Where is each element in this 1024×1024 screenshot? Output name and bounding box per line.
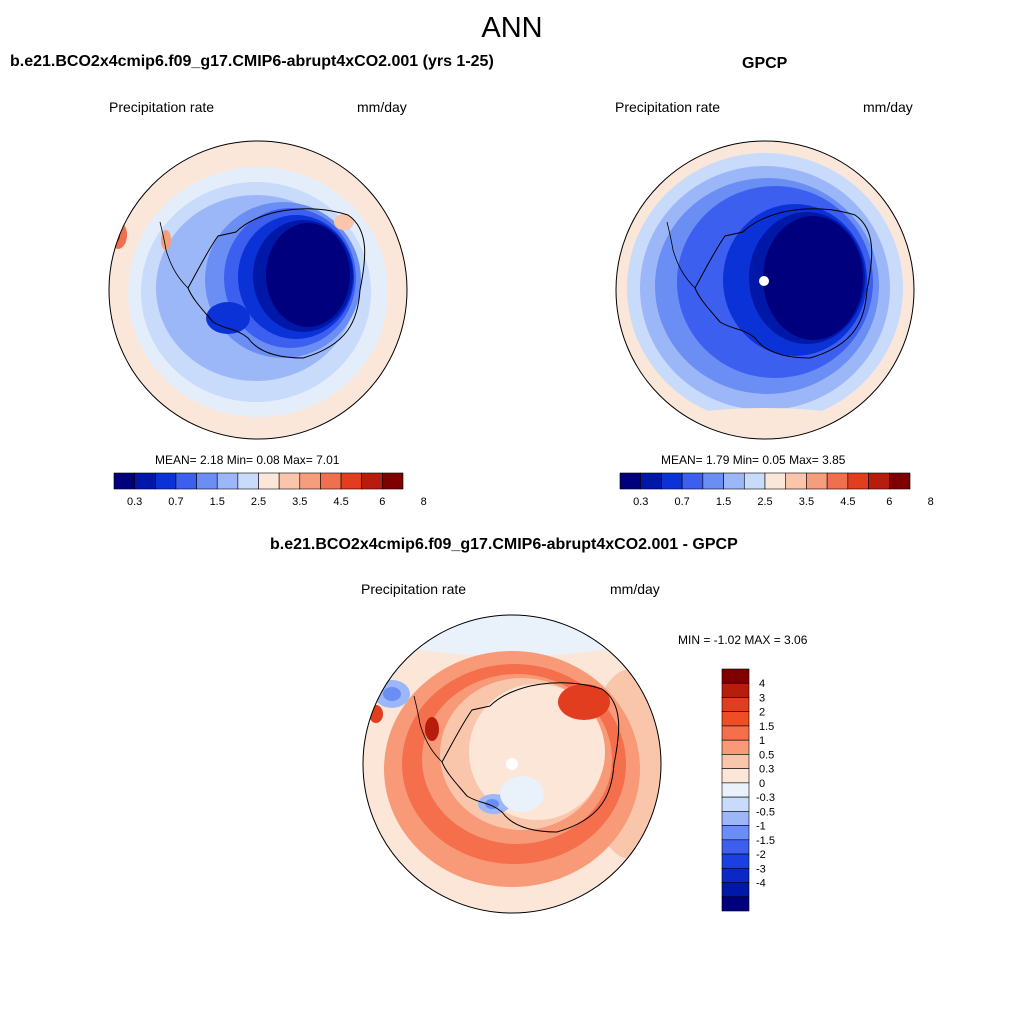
colorbar-tick-label: 0.7: [674, 496, 689, 508]
colorbar-tick-label: 8: [928, 496, 934, 508]
colorbar-tick-label: 1.5: [210, 496, 225, 508]
colorbar-box: [806, 472, 828, 490]
colorbar-tick-label: 4.5: [333, 496, 348, 508]
colorbar-tick-label: -0.5: [756, 806, 775, 818]
colorbar-box: [868, 472, 890, 490]
colorbar-tick-label: 8: [421, 496, 427, 508]
colorbar-tick-label: -4: [756, 878, 766, 890]
panel-2-units-label: mm/day: [863, 99, 913, 115]
colorbar-tick-label: 2: [759, 707, 765, 719]
colorbar-box: [320, 472, 342, 490]
colorbar-box: [340, 472, 363, 490]
colorbar-box: [382, 472, 404, 490]
colorbar-tick-label: 6: [886, 496, 892, 508]
colorbar-tick-label: 1.5: [716, 496, 731, 508]
colorbar-box: [847, 472, 869, 490]
colorbar-box: [154, 472, 177, 490]
panel-2-title: GPCP: [742, 55, 788, 72]
colorbar-box: [721, 825, 750, 841]
panel-3-stats: MIN = -1.02 MAX = 3.06: [678, 633, 808, 647]
colorbar-box: [721, 668, 750, 684]
panel-3-title: b.e21.BCO2x4cmip6.f09_g17.CMIP6-abrupt4x…: [270, 536, 738, 553]
colorbar-tick-label: -0.3: [756, 792, 775, 804]
colorbar-box: [721, 682, 750, 698]
colorbar-tick-label: 4.5: [840, 496, 855, 508]
colorbar-box: [113, 472, 135, 490]
colorbar-tick-label: 1.5: [759, 721, 774, 733]
colorbar-tick-label: 4: [759, 678, 765, 690]
panel-3-units-label: mm/day: [610, 581, 660, 597]
colorbar-box: [237, 472, 259, 490]
colorbar-tick-label: -1.5: [756, 835, 775, 847]
colorbar-box: [721, 839, 750, 855]
colorbar-tick-label: 0.7: [168, 496, 183, 508]
colorbar-box: [721, 867, 750, 883]
colorbar-box: [278, 472, 301, 490]
colorbar-box: [258, 472, 280, 490]
colorbar-box: [721, 697, 750, 713]
colorbar-box: [721, 754, 750, 769]
colorbar-tick-label: 0: [759, 778, 765, 790]
colorbar-box: [702, 472, 724, 490]
panel-2-polar-map: [615, 140, 915, 440]
panel-3-colorbar: 4 3 2 1.5 1 0.5 0.3 0 -0.3 -0.5 -1 -1.5 -2 -3 -4: [721, 668, 775, 912]
colorbar-box: [721, 739, 750, 755]
panel-1-title: b.e21.BCO2x4cmip6.f09_g17.CMIP6-abrupt4x…: [10, 53, 494, 70]
colorbar-box: [681, 472, 704, 490]
colorbar-box: [661, 472, 683, 490]
colorbar-tick-label: 0.3: [759, 764, 774, 776]
colorbar-box: [619, 472, 642, 490]
colorbar-tick-label: 3.5: [292, 496, 307, 508]
panel-1-variable-label: Precipitation rate: [109, 99, 215, 115]
colorbar-box: [721, 853, 750, 869]
colorbar-tick-label: 3.5: [799, 496, 814, 508]
colorbar-tick-label: 6: [379, 496, 385, 508]
colorbar-tick-label: 0.5: [759, 749, 774, 761]
colorbar-tick-label: 0.3: [127, 496, 142, 508]
colorbar-box: [721, 768, 750, 784]
colorbar-box: [764, 472, 787, 490]
colorbar-box: [216, 472, 239, 490]
figure-title: ANN: [481, 12, 543, 44]
colorbar-box: [721, 882, 750, 898]
colorbar-box: [134, 472, 156, 490]
colorbar-box: [175, 472, 197, 490]
colorbar-box: [721, 811, 750, 826]
panel-2-variable-label: Precipitation rate: [615, 99, 721, 115]
colorbar-tick-label: 3: [759, 692, 765, 704]
colorbar-box: [721, 711, 750, 727]
panel-1-colorbar: 0.3 0.7 1.5 2.5 3.5 4.5 6 8: [113, 472, 427, 508]
colorbar-box: [721, 725, 750, 741]
panel-2-stats: MEAN= 1.79 Min= 0.05 Max= 3.85: [661, 453, 846, 467]
panel-1-stats: MEAN= 2.18 Min= 0.08 Max= 7.01: [155, 453, 340, 467]
colorbar-box: [721, 796, 750, 812]
colorbar-box: [196, 472, 218, 490]
colorbar-tick-label: 1: [759, 735, 765, 747]
colorbar-box: [888, 472, 911, 490]
colorbar-tick-label: 2.5: [757, 496, 772, 508]
panel-3-variable-label: Precipitation rate: [361, 581, 467, 597]
colorbar-box: [640, 472, 662, 490]
colorbar-box: [723, 472, 745, 490]
colorbar-box: [299, 472, 321, 490]
panel-2-colorbar: 0.3 0.7 1.5 2.5 3.5 4.5 6 8: [619, 472, 934, 508]
colorbar-tick-label: -2: [756, 849, 766, 861]
colorbar-box: [721, 782, 750, 798]
colorbar-tick-label: 2.5: [251, 496, 266, 508]
panel-3-polar-map: [362, 614, 662, 914]
colorbar-box: [361, 472, 383, 490]
colorbar-box: [743, 472, 766, 490]
colorbar-box: [785, 472, 807, 490]
panel-1-polar-map: [108, 140, 408, 440]
colorbar-box: [826, 472, 849, 490]
colorbar-tick-label: -1: [756, 821, 766, 833]
colorbar-tick-label: 0.3: [633, 496, 648, 508]
colorbar-tick-label: -3: [756, 863, 766, 875]
colorbar-box: [721, 896, 750, 912]
panel-1-units-label: mm/day: [357, 99, 407, 115]
